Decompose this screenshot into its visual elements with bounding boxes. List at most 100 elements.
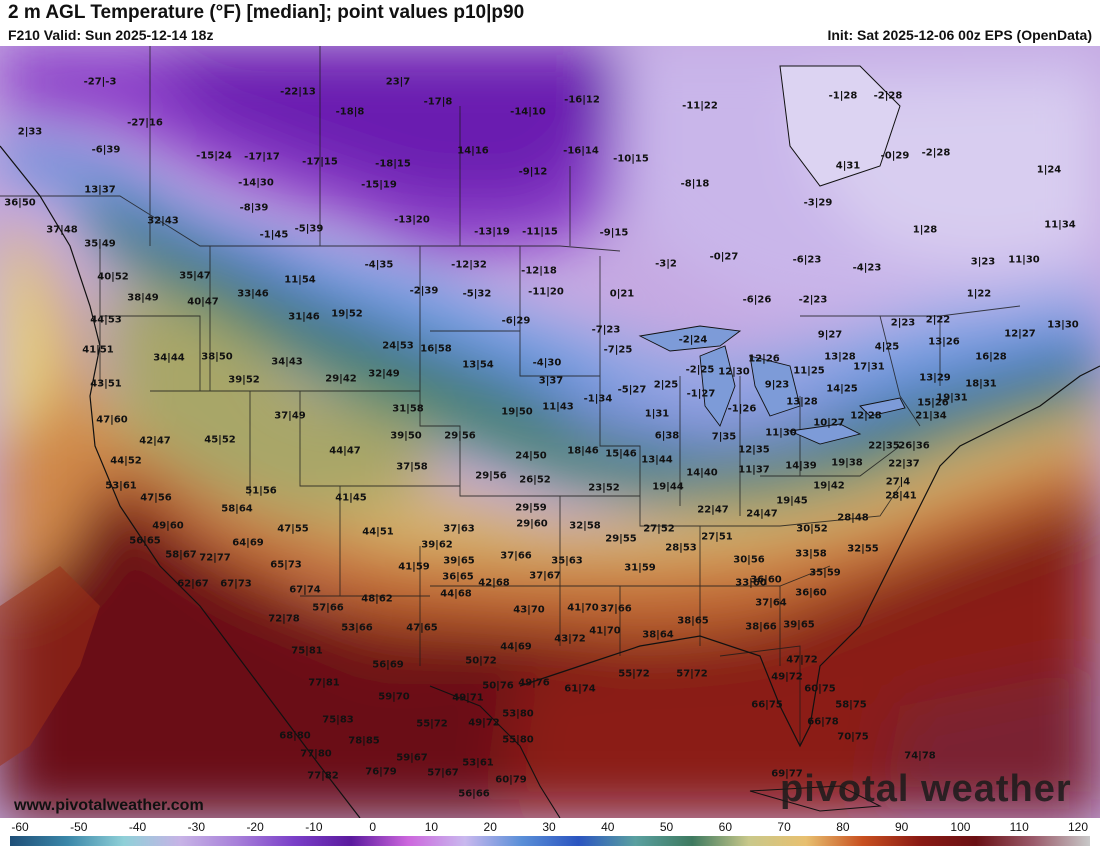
point-value-label: 56|65: [129, 535, 161, 547]
point-value-label: 19|52: [331, 308, 363, 320]
point-value-label: 21|34: [915, 410, 947, 422]
point-value-label: 70|75: [837, 731, 869, 743]
point-value-label: 2|33: [17, 126, 43, 138]
point-value-label: -27|-3: [83, 76, 117, 88]
point-value-label: 31|46: [288, 311, 320, 323]
point-value-label: 49|72: [771, 671, 803, 683]
point-value-label: 61|74: [564, 683, 596, 695]
point-value-label: -2|25: [685, 364, 715, 376]
point-value-label: 3|23: [970, 256, 996, 268]
point-value-label: -10|15: [613, 153, 649, 165]
point-value-label: 43|70: [513, 604, 545, 616]
colorbar-tick: 50: [659, 820, 674, 834]
point-value-label: 49|71: [452, 692, 484, 704]
point-value-label: 58|75: [835, 699, 867, 711]
point-value-label: 35|59: [809, 567, 841, 579]
point-value-label: 39|62: [421, 539, 453, 551]
point-value-label: 44|47: [329, 445, 361, 457]
point-value-label: 28|41: [885, 490, 917, 502]
point-value-label: -0|29: [880, 150, 910, 162]
point-value-label: 1|31: [644, 408, 670, 420]
point-value-label: -17|15: [302, 156, 338, 168]
point-value-label: 35|63: [551, 555, 583, 567]
point-value-label: 56|66: [458, 788, 490, 800]
point-value-label: 11|37: [738, 464, 770, 476]
point-value-label: 14|16: [457, 145, 489, 157]
point-value-label: -15|19: [361, 179, 397, 191]
point-value-label: -27|16: [127, 117, 163, 129]
point-value-label: -1|28: [828, 90, 858, 102]
point-value-label: 53|80: [502, 708, 534, 720]
point-value-label: 4|31: [835, 160, 861, 172]
point-value-label: 13|28: [824, 351, 856, 363]
colorbar: -60 -50 -40 -30 -20 -10 0 10 20 30 40 50 60 70 80 90 100…: [0, 818, 1100, 850]
point-value-label: 11|34: [1044, 219, 1076, 231]
point-value-label: 66|75: [751, 699, 783, 711]
point-value-label: 36|60: [795, 587, 827, 599]
point-value-label: 67|73: [220, 578, 252, 590]
point-value-label: 13|28: [786, 396, 818, 408]
point-value-label: 38|65: [677, 615, 709, 627]
point-value-label: 18|46: [567, 445, 599, 457]
point-value-label: 14|39: [785, 460, 817, 472]
init-time: Init: Sat 2025-12-06 00z EPS (OpenData): [827, 27, 1092, 43]
point-value-label: 9|23: [764, 379, 790, 391]
point-value-label: 39|52: [228, 374, 260, 386]
point-value-label: -11|15: [522, 226, 558, 238]
point-value-label: 59|70: [378, 691, 410, 703]
point-value-label: 2|25: [653, 379, 679, 391]
point-value-label: 12|30: [718, 366, 750, 378]
point-value-label: 11|54: [284, 274, 316, 286]
point-value-label: -2|28: [921, 147, 951, 159]
point-value-label: 45|52: [204, 434, 236, 446]
point-value-label: 6|38: [654, 430, 680, 442]
point-value-label: 13|54: [462, 359, 494, 371]
point-value-label: 48|62: [361, 593, 393, 605]
point-value-label: 49|72: [468, 717, 500, 729]
point-value-label: 47|72: [786, 654, 818, 666]
point-value-label: 12|27: [1004, 328, 1036, 340]
point-value-label: 64|69: [232, 537, 264, 549]
point-value-label: -12|32: [451, 259, 487, 271]
point-value-label: 34|44: [153, 352, 185, 364]
colorbar-tick: 10: [424, 820, 439, 834]
point-value-label: 7|35: [711, 431, 737, 443]
point-value-label: 26|52: [519, 474, 551, 486]
point-value-label: 44|53: [90, 314, 122, 326]
point-value-label: 74|78: [904, 750, 936, 762]
colorbar-tick: -20: [246, 820, 264, 834]
point-value-label: -2|24: [678, 334, 708, 346]
point-value-label: 42|47: [139, 435, 171, 447]
point-value-label: 55|80: [502, 734, 534, 746]
point-value-label: 44|69: [500, 641, 532, 653]
point-value-label: 36|60: [750, 574, 782, 586]
point-value-label: 28|53: [665, 542, 697, 554]
point-value-label: 40|47: [187, 296, 219, 308]
point-value-label: 77|82: [307, 770, 339, 782]
point-value-label: 23|52: [588, 482, 620, 494]
point-value-label: -8|18: [680, 178, 710, 190]
point-value-label: 77|80: [300, 748, 332, 760]
point-value-label: -16|14: [563, 145, 599, 157]
point-value-label: -16|12: [564, 94, 600, 106]
point-value-label: 31|58: [392, 403, 424, 415]
point-value-label: 13|37: [84, 184, 116, 196]
point-value-label: 37|64: [755, 597, 787, 609]
point-value-label: 13|44: [641, 454, 673, 466]
point-value-label: 75|81: [291, 645, 323, 657]
point-value-label: 50|76: [482, 680, 514, 692]
point-value-label: -18|8: [335, 106, 365, 118]
point-value-label: 49|60: [152, 520, 184, 532]
point-value-label: 24|53: [382, 340, 414, 352]
point-value-label: 51|56: [245, 485, 277, 497]
temperature-map[interactable]: -27|-3 2|33 -6|39 -27|16 -22|13 23|7 -17|8 -18|…: [0, 46, 1100, 818]
colorbar-tick: -10: [305, 820, 323, 834]
point-value-label: 32|55: [847, 543, 879, 555]
point-value-label: 29|42: [325, 373, 357, 385]
point-value-label: 26|36: [898, 440, 930, 452]
point-value-label: 60|79: [495, 774, 527, 786]
point-value-label: -2|39: [409, 285, 439, 297]
point-value-label: 17|31: [853, 361, 885, 373]
point-value-label: 39|65: [783, 619, 815, 631]
point-value-label: 41|45: [335, 492, 367, 504]
